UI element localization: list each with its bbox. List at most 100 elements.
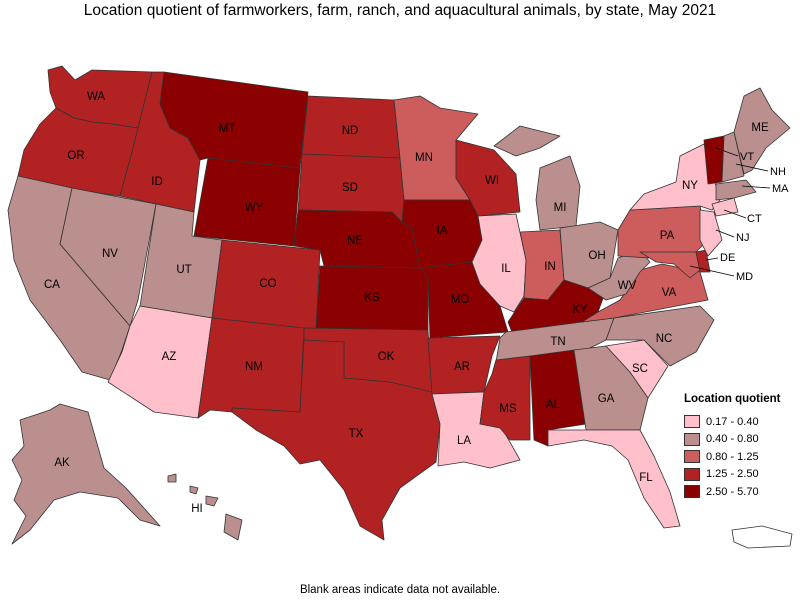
label-UT: UT	[176, 264, 191, 276]
legend-label-3: 1.25 - 2.50	[706, 468, 759, 481]
label-VT: VT	[740, 151, 754, 163]
state-NH[interactable]	[721, 131, 745, 183]
state-MT[interactable]	[159, 71, 309, 169]
label-IL: IL	[501, 263, 511, 275]
label-FL: FL	[639, 472, 653, 484]
label-HI: HI	[191, 503, 203, 515]
state-WI[interactable]	[455, 139, 521, 217]
label-PA: PA	[660, 230, 675, 242]
leader-MA	[741, 185, 771, 189]
puerto-rico-outline	[731, 525, 793, 549]
state-AR[interactable]	[427, 335, 501, 395]
label-ID: ID	[151, 176, 163, 188]
leader-CT	[723, 209, 747, 219]
state-VA[interactable]	[581, 263, 709, 323]
state-NJ[interactable]	[699, 209, 723, 257]
label-NJ: NJ	[736, 232, 749, 244]
state-HI[interactable]	[167, 473, 243, 541]
label-WY: WY	[245, 202, 264, 214]
label-MS: MS	[499, 403, 517, 415]
label-AR: AR	[454, 361, 470, 373]
leader-lines	[689, 147, 771, 277]
leader-DE	[705, 257, 719, 261]
state-TX[interactable]	[231, 339, 441, 541]
label-ND: ND	[342, 125, 359, 137]
label-LA: LA	[457, 435, 471, 447]
label-ME: ME	[751, 122, 769, 134]
label-DE: DE	[720, 252, 735, 264]
label-OK: OK	[378, 351, 395, 363]
legend-swatch-4	[684, 485, 700, 499]
map-title: Location quotient of farmworkers, farm, …	[83, 2, 717, 19]
label-CT: CT	[747, 213, 762, 225]
label-IA: IA	[437, 225, 448, 237]
label-MD: MD	[736, 271, 753, 283]
label-VA: VA	[662, 287, 677, 299]
label-AZ: AZ	[162, 351, 177, 363]
label-KY: KY	[572, 304, 588, 316]
label-TX: TX	[349, 428, 364, 440]
state-MS[interactable]	[479, 355, 531, 441]
label-AL: AL	[546, 399, 561, 411]
label-NE: NE	[347, 235, 363, 247]
legend-row-1: 0.40 - 0.80	[684, 431, 796, 449]
state-SC[interactable]	[605, 339, 669, 399]
state-ME[interactable]	[733, 87, 791, 175]
label-MN: MN	[415, 152, 433, 164]
state-DE[interactable]	[695, 249, 711, 273]
label-CO: CO	[259, 278, 276, 290]
state-KS[interactable]	[315, 265, 429, 331]
label-KS: KS	[364, 292, 380, 304]
label-NH: NH	[770, 166, 786, 178]
state-labels: WA OR ID CA NV UT AZ MT WY CO NM ND SD NE KS OK TX MN IA MO…	[44, 91, 769, 515]
legend-label-4: 2.50 - 5.70	[706, 485, 759, 498]
legend-swatch-2	[684, 450, 700, 464]
legend-label-1: 0.40 - 0.80	[706, 433, 759, 446]
label-GA: GA	[598, 393, 615, 405]
state-KY[interactable]	[507, 279, 607, 333]
state-VT[interactable]	[703, 135, 725, 185]
legend-row-3: 1.25 - 2.50	[684, 466, 796, 484]
legend-swatch-3	[684, 467, 700, 481]
leader-VT	[715, 147, 739, 157]
label-MT: MT	[219, 123, 236, 135]
legend-swatch-0	[684, 415, 700, 429]
label-MI: MI	[554, 202, 567, 214]
label-MA: MA	[772, 183, 789, 195]
state-AK[interactable]	[11, 403, 161, 545]
label-IN: IN	[544, 261, 556, 273]
label-CA: CA	[44, 279, 60, 291]
leader-NJ	[715, 229, 735, 238]
state-NC[interactable]	[605, 305, 715, 367]
label-MO: MO	[451, 294, 470, 306]
label-OH: OH	[588, 250, 605, 262]
label-SD: SD	[342, 182, 358, 194]
label-OR: OR	[67, 150, 84, 162]
label-WA: WA	[87, 91, 105, 103]
label-NC: NC	[656, 333, 673, 345]
label-SC: SC	[632, 363, 648, 375]
legend-label-2: 0.80 - 1.25	[706, 450, 759, 463]
legend-label-0: 0.17 - 0.40	[706, 415, 759, 428]
label-WV: WV	[618, 280, 637, 292]
legend-title: Location quotient	[684, 393, 781, 405]
leader-NH	[735, 163, 769, 172]
label-NV: NV	[102, 248, 118, 260]
state-MA[interactable]	[715, 179, 757, 201]
legend-row-4: 2.50 - 5.70	[684, 483, 796, 501]
legend-row-0: 0.17 - 0.40	[684, 413, 796, 431]
footnote: Blank areas indicate data not available.	[299, 584, 501, 596]
label-WI: WI	[485, 175, 499, 187]
legend-row-2: 0.80 - 1.25	[684, 448, 796, 466]
legend: Location quotient 0.17 - 0.40 0.40 - 0.8…	[684, 393, 796, 501]
legend-swatch-1	[684, 432, 700, 446]
state-NV[interactable]	[59, 187, 157, 327]
label-NM: NM	[245, 361, 263, 373]
state-CT[interactable]	[711, 197, 739, 217]
state-WV[interactable]	[587, 249, 651, 301]
leader-MD	[689, 265, 735, 277]
label-AK: AK	[54, 457, 70, 469]
label-TN: TN	[550, 336, 565, 348]
state-FL[interactable]	[547, 429, 681, 529]
